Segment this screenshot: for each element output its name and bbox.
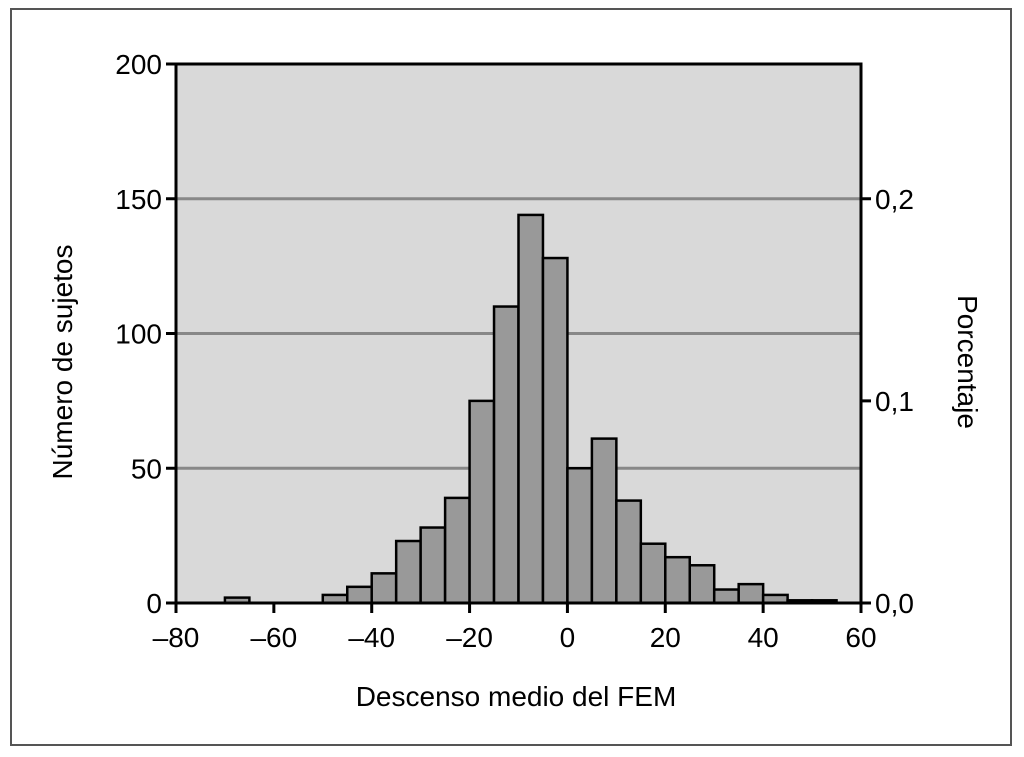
histogram-bar xyxy=(541,256,569,605)
histogram-bar xyxy=(443,496,471,605)
histogram-bar xyxy=(737,582,765,605)
y2-tick-label: 0,0 xyxy=(875,588,914,619)
x-tick-label: 0 xyxy=(560,622,576,653)
histogram-bar xyxy=(394,539,422,605)
histogram-bar xyxy=(492,305,520,605)
histogram-bar xyxy=(370,572,398,605)
histogram-bar xyxy=(590,437,618,605)
x-tick-label: –40 xyxy=(348,622,395,653)
histogram-bar xyxy=(712,588,740,605)
x-tick-label: –60 xyxy=(250,622,297,653)
y-tick-label: 150 xyxy=(115,184,162,215)
histogram-bar xyxy=(346,585,373,605)
y-tick-label: 100 xyxy=(115,319,162,350)
y2-tick-label: 0,1 xyxy=(875,386,914,417)
y2-tick-label: 0,2 xyxy=(875,184,914,215)
histogram-bar xyxy=(639,542,667,605)
histogram-bar xyxy=(664,555,691,605)
histogram-bar xyxy=(688,564,716,605)
y-tick-label: 50 xyxy=(131,453,162,484)
axes: –80 –60 –40 –20 0 20 40 60 0 50 100 150 200 0,0 0,1 0,2 xyxy=(115,49,914,653)
histogram-bar xyxy=(517,213,545,605)
x-tick-label: 60 xyxy=(845,622,876,653)
x-axis-label: Descenso medio del FEM xyxy=(356,681,677,712)
x-tick-label: –20 xyxy=(446,622,493,653)
y2-axis-label: Porcentaje xyxy=(952,295,983,429)
x-tick-label: 40 xyxy=(748,622,779,653)
histogram-bar xyxy=(566,467,594,605)
histogram-bar xyxy=(468,399,496,605)
y-tick-label: 0 xyxy=(146,588,162,619)
plot-area xyxy=(176,64,861,605)
histogram-bar xyxy=(419,526,447,605)
y-axis-label: Número de sujetos xyxy=(47,244,78,479)
x-tick-label: 20 xyxy=(650,622,681,653)
y-tick-label: 200 xyxy=(115,49,162,80)
histogram-bar xyxy=(615,499,643,605)
x-tick-label: –80 xyxy=(153,622,200,653)
